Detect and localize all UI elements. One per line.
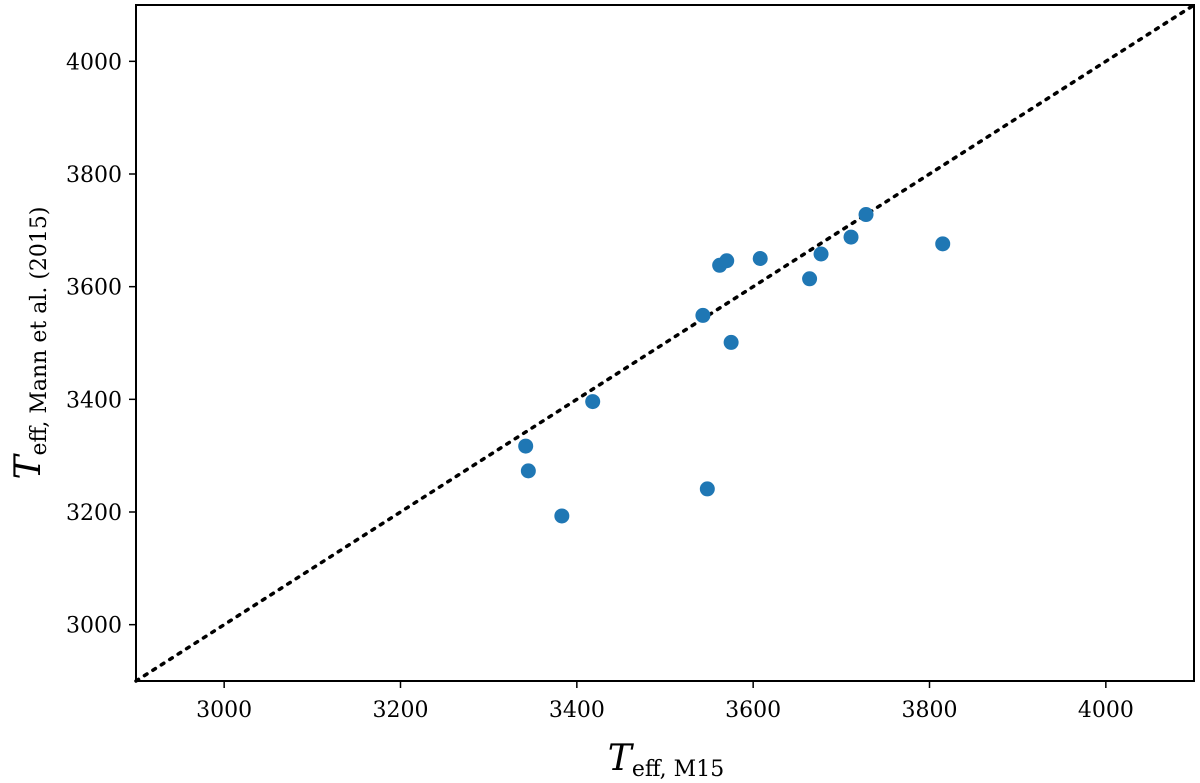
y-axis-ticks: 3000 3200 3400 3600 3800 4000: [66, 50, 136, 639]
y-axis-label: Teff, Mann et al. (2015): [8, 207, 52, 480]
x-axis-ticks: 3000 3200 3400 3600 3800 4000: [196, 681, 1134, 723]
plot-frame: [135, 4, 1195, 682]
x-tick-label: 3400: [549, 698, 605, 723]
y-tick-label: 4000: [66, 50, 122, 75]
data-point: [585, 394, 601, 410]
x-axis-label: Teff, M15: [608, 738, 724, 782]
data-point: [813, 246, 829, 262]
data-point: [935, 236, 951, 252]
x-tick-label: 3200: [373, 698, 429, 723]
y-tick-label: 3000: [66, 614, 122, 639]
x-axis-label-subscript: eff, M15: [632, 757, 724, 782]
data-points-layer: [518, 207, 951, 524]
y-axis-label-subscript: eff, Mann et al. (2015): [27, 207, 52, 456]
reference-line-layer: [134, 3, 1196, 683]
data-point: [518, 438, 534, 454]
data-point: [699, 481, 715, 497]
data-point: [695, 307, 711, 323]
x-tick-label: 4000: [1078, 698, 1134, 723]
data-point: [843, 229, 859, 245]
data-point: [802, 271, 818, 287]
y-tick-label: 3800: [66, 163, 122, 188]
data-point: [752, 251, 768, 266]
data-point: [719, 253, 735, 269]
one-to-one-reference-line: [134, 3, 1196, 683]
data-point: [858, 207, 874, 223]
y-axis-label-main: T: [8, 453, 49, 480]
data-point: [554, 508, 570, 524]
data-point: [723, 334, 739, 350]
y-tick-label: 3600: [66, 276, 122, 301]
x-tick-label: 3800: [902, 698, 958, 723]
x-axis-label-main: T: [608, 738, 635, 779]
data-point: [520, 463, 536, 479]
x-tick-label: 3600: [725, 698, 781, 723]
y-tick-label: 3400: [66, 388, 122, 413]
x-tick-label: 3000: [196, 698, 252, 723]
y-tick-label: 3200: [66, 501, 122, 526]
